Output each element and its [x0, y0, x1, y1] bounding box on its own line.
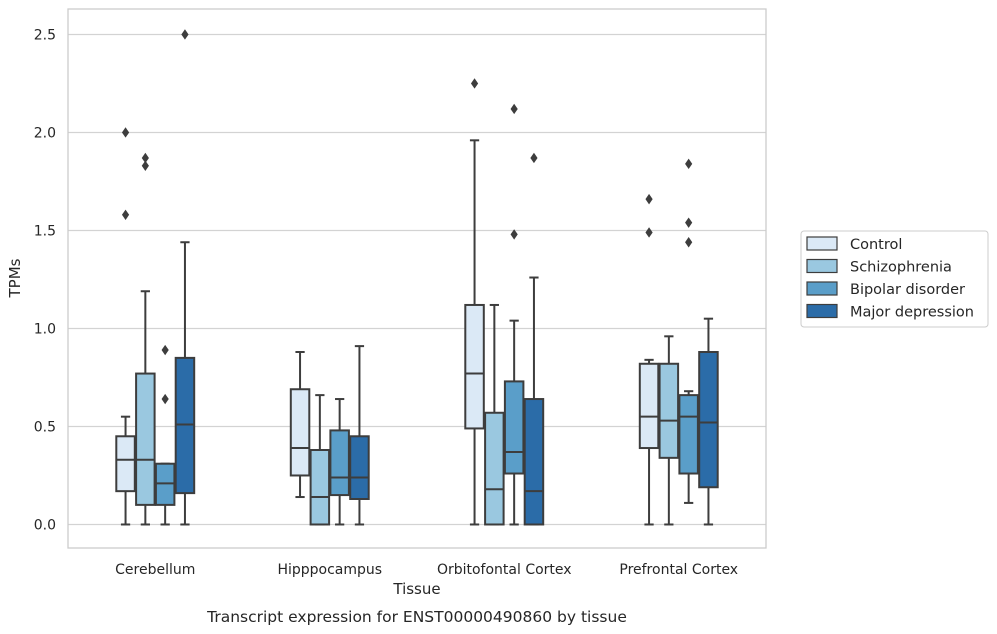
legend-swatch — [806, 258, 838, 274]
box-bipolar-disorder — [503, 103, 525, 526]
box-control — [289, 351, 311, 499]
outlier-point — [685, 237, 693, 248]
box-body — [115, 435, 136, 493]
outlier-point — [685, 158, 693, 170]
chart-caption: Transcript expression for ENST0000049086… — [206, 608, 627, 626]
plot-area-frame — [67, 8, 767, 549]
box-body — [289, 388, 311, 477]
box-bipolar-disorder — [154, 344, 176, 526]
box-body — [638, 362, 660, 450]
box-schizophrenia — [309, 394, 331, 526]
box-body — [464, 303, 485, 430]
box-body — [484, 411, 505, 526]
legend-label: Control — [850, 237, 902, 253]
y-tick-label: 0.5 — [34, 419, 56, 435]
y-axis-label: TPMs — [6, 258, 24, 298]
legend-swatch — [806, 281, 838, 296]
y-tick-labels: 0.0 0.5 1.0 1.5 2.0 2.5 — [34, 27, 56, 533]
outlier-point — [645, 227, 653, 238]
box-body — [135, 372, 156, 506]
outlier-point — [685, 217, 693, 228]
y-tick-label: 0.0 — [34, 517, 56, 533]
box-major-depression — [174, 29, 196, 526]
outlier-point — [121, 127, 130, 138]
box-major-depression — [523, 152, 545, 526]
box-schizophrenia — [135, 152, 156, 526]
box-schizophrenia — [484, 303, 505, 526]
outlier-point — [645, 193, 653, 205]
legend-label: Schizophrenia — [850, 260, 952, 276]
box-bipolar-disorder — [678, 158, 699, 504]
outlier-point — [161, 393, 169, 405]
box-schizophrenia — [658, 335, 680, 526]
box-control — [638, 193, 660, 526]
outlier-point — [141, 152, 149, 164]
box-body — [329, 429, 350, 497]
box-body — [698, 351, 719, 489]
legend: Control Schizophrenia Bipolar disorder Majo… — [800, 230, 989, 328]
box-body — [503, 380, 525, 475]
x-axis-label: Tissue — [392, 580, 440, 598]
box-body — [309, 449, 331, 526]
x-tick-label: Hipppocampus — [277, 562, 382, 578]
box-body — [349, 435, 370, 500]
outlier-point — [510, 103, 518, 115]
box-body — [523, 398, 545, 526]
box-control — [464, 78, 485, 526]
box-major-depression — [698, 317, 719, 526]
y-tick-label: 1.0 — [34, 321, 56, 337]
outlier-point — [161, 344, 169, 356]
boxes — [115, 29, 719, 526]
outlier-point — [121, 209, 130, 220]
outlier-point — [530, 152, 538, 164]
outlier-point — [510, 229, 518, 240]
x-tick-label: Orbitofontal Cortex — [437, 562, 572, 578]
legend-swatch — [806, 236, 838, 251]
outlier-point — [181, 29, 189, 40]
x-tick-labels: Cerebellum Hipppocampus Orbitofontal Corte… — [115, 562, 738, 578]
x-tick-label: Cerebellum — [115, 562, 195, 578]
legend-swatch — [806, 303, 838, 319]
legend-label: Major depression — [850, 305, 974, 321]
y-tick-label: 2.0 — [34, 125, 56, 141]
x-tick-label: Prefrontal Cortex — [619, 562, 738, 578]
box-body — [658, 362, 680, 459]
outlier-point — [141, 160, 149, 171]
y-tick-label: 2.5 — [34, 27, 56, 43]
box-bipolar-disorder — [329, 398, 350, 526]
box-body — [678, 394, 699, 475]
box-control — [115, 127, 136, 526]
legend-label: Bipolar disorder — [850, 282, 965, 298]
box-major-depression — [349, 345, 370, 526]
outlier-point — [470, 78, 479, 89]
legend-frame — [800, 230, 989, 328]
y-tick-label: 1.5 — [34, 223, 56, 239]
